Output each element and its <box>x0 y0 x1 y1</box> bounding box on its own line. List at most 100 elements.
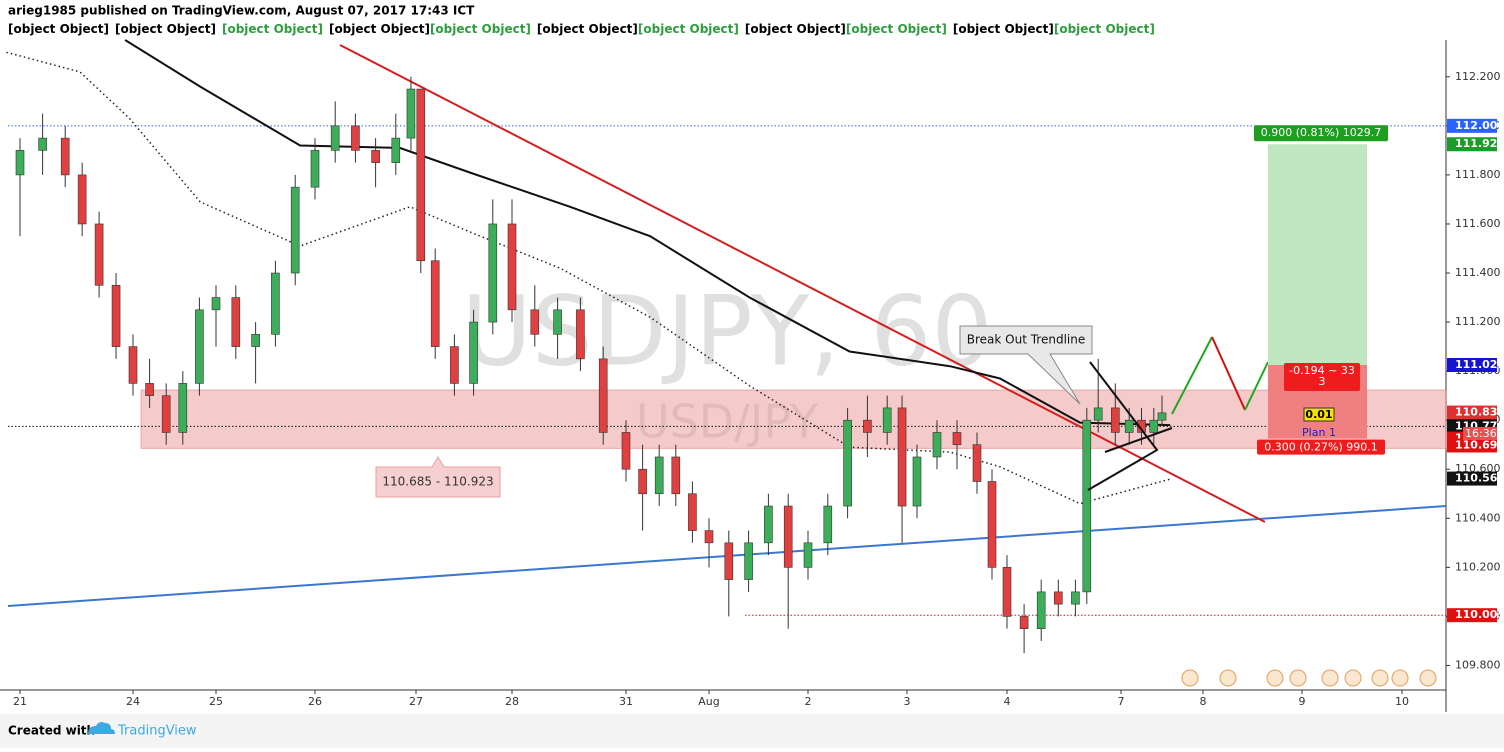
candle-body <box>290 186 300 274</box>
candle-body <box>1002 567 1012 617</box>
y-tick-label: 111.800 <box>1455 168 1501 181</box>
event-icon <box>1289 669 1307 687</box>
moving-average <box>6 51 1171 505</box>
event-icon <box>1266 669 1284 687</box>
target-tag <box>1254 125 1388 142</box>
price-tag <box>1447 118 1497 133</box>
candle-body <box>1093 407 1103 421</box>
candle-body <box>271 272 280 335</box>
event-icon <box>1391 669 1409 687</box>
price-tag <box>1447 137 1497 152</box>
price-tag <box>1447 438 1497 453</box>
candle-body <box>77 174 87 225</box>
zone-label: 110.685 - 110.923 <box>382 475 493 489</box>
y-tick-label: 110.200 <box>1455 560 1501 573</box>
candle-body <box>391 137 401 163</box>
candle-body <box>310 150 320 188</box>
quote-part: [object Object] <box>745 22 846 36</box>
price-tag-text: 110.697 <box>1455 438 1504 451</box>
candle-body <box>161 395 171 433</box>
event-icon <box>1419 669 1437 687</box>
candle-body <box>211 297 221 311</box>
x-tick-label: 28 <box>505 695 519 708</box>
candle-body <box>724 542 734 580</box>
x-tick-label: 4 <box>1004 695 1011 708</box>
footer-text: Created with <box>8 724 95 738</box>
quote-part: [object Object] <box>846 22 947 36</box>
candle-body <box>488 223 498 323</box>
candle-body <box>932 432 942 458</box>
price-tag-text: 110.831 <box>1455 406 1504 419</box>
arrow-down <box>1211 336 1246 411</box>
price-tag-text: 110.005 <box>1455 608 1504 621</box>
qty-tag <box>1303 407 1335 422</box>
event-icon <box>1219 669 1237 687</box>
x-tick-label: Aug <box>698 695 719 708</box>
y-tick-label: 111.200 <box>1455 315 1501 328</box>
quote-part: [object Object] <box>953 22 1054 36</box>
candle-body <box>638 468 647 495</box>
candle-body <box>416 88 426 262</box>
candle-body <box>1071 591 1080 605</box>
arrow-up-2 <box>1244 361 1269 411</box>
price-tag-text: 110.562 <box>1455 472 1504 485</box>
event-icon <box>1321 669 1339 687</box>
candle-body <box>912 456 922 507</box>
candle-body <box>1054 591 1063 605</box>
callout-box <box>959 325 1093 405</box>
price-tag <box>1447 358 1497 372</box>
candle-body <box>530 309 540 335</box>
candle-body <box>897 407 907 507</box>
candle-body <box>1149 419 1159 433</box>
footer-bar <box>0 714 1504 748</box>
candle-body <box>145 383 154 396</box>
candle-body <box>744 542 753 580</box>
candle-body <box>1036 591 1046 629</box>
y-tick-label: 110.400 <box>1455 511 1501 524</box>
x-tick-label: 8 <box>1200 695 1207 708</box>
triangle <box>1087 361 1159 491</box>
candle-body <box>450 346 459 384</box>
x-tick-label: 3 <box>904 695 911 708</box>
plan-text: Plan 1 <box>1302 426 1336 439</box>
candle-body <box>704 530 714 544</box>
candle-body <box>94 223 104 286</box>
candle-body <box>60 137 70 176</box>
quote-part: [object Object] <box>329 22 430 36</box>
candle-body <box>1157 412 1167 421</box>
candle-body <box>15 150 25 176</box>
candle-body <box>987 481 997 568</box>
price-tag-text: 111.925 <box>1455 137 1504 150</box>
x-tick-label: 31 <box>619 695 633 708</box>
x-tick-label: 24 <box>126 695 140 708</box>
quote-part: [object Object] <box>430 22 531 36</box>
candle-body <box>972 444 982 482</box>
x-tick-label: 21 <box>13 695 27 708</box>
candle-body <box>251 334 260 347</box>
quote-part: [object Object] <box>222 22 323 36</box>
event-icon <box>1371 669 1389 687</box>
candle-body <box>688 493 697 531</box>
footer-brand[interactable]: TradingView <box>117 724 197 739</box>
quote-part: [object Object] <box>8 22 109 36</box>
x-tick-label: 2 <box>805 695 812 708</box>
quote-part: [object Object] <box>1054 22 1155 36</box>
candle-body <box>576 309 585 360</box>
zone-label-box <box>375 456 501 498</box>
candle-body <box>1082 419 1092 593</box>
candle-body <box>621 432 631 470</box>
watermark-sub: USD/JPY <box>636 395 819 449</box>
event-icon <box>1181 669 1199 687</box>
candle-body <box>38 137 47 151</box>
candle-body <box>764 505 773 544</box>
candle-body <box>598 358 608 433</box>
target-zone <box>1268 144 1367 365</box>
arrow-up-1 <box>1171 336 1213 415</box>
quote-part: [object Object] <box>115 22 216 36</box>
red-trendline <box>339 44 1266 523</box>
candle-body <box>823 505 833 544</box>
candle-body <box>178 383 188 433</box>
price-tag <box>1447 405 1497 420</box>
